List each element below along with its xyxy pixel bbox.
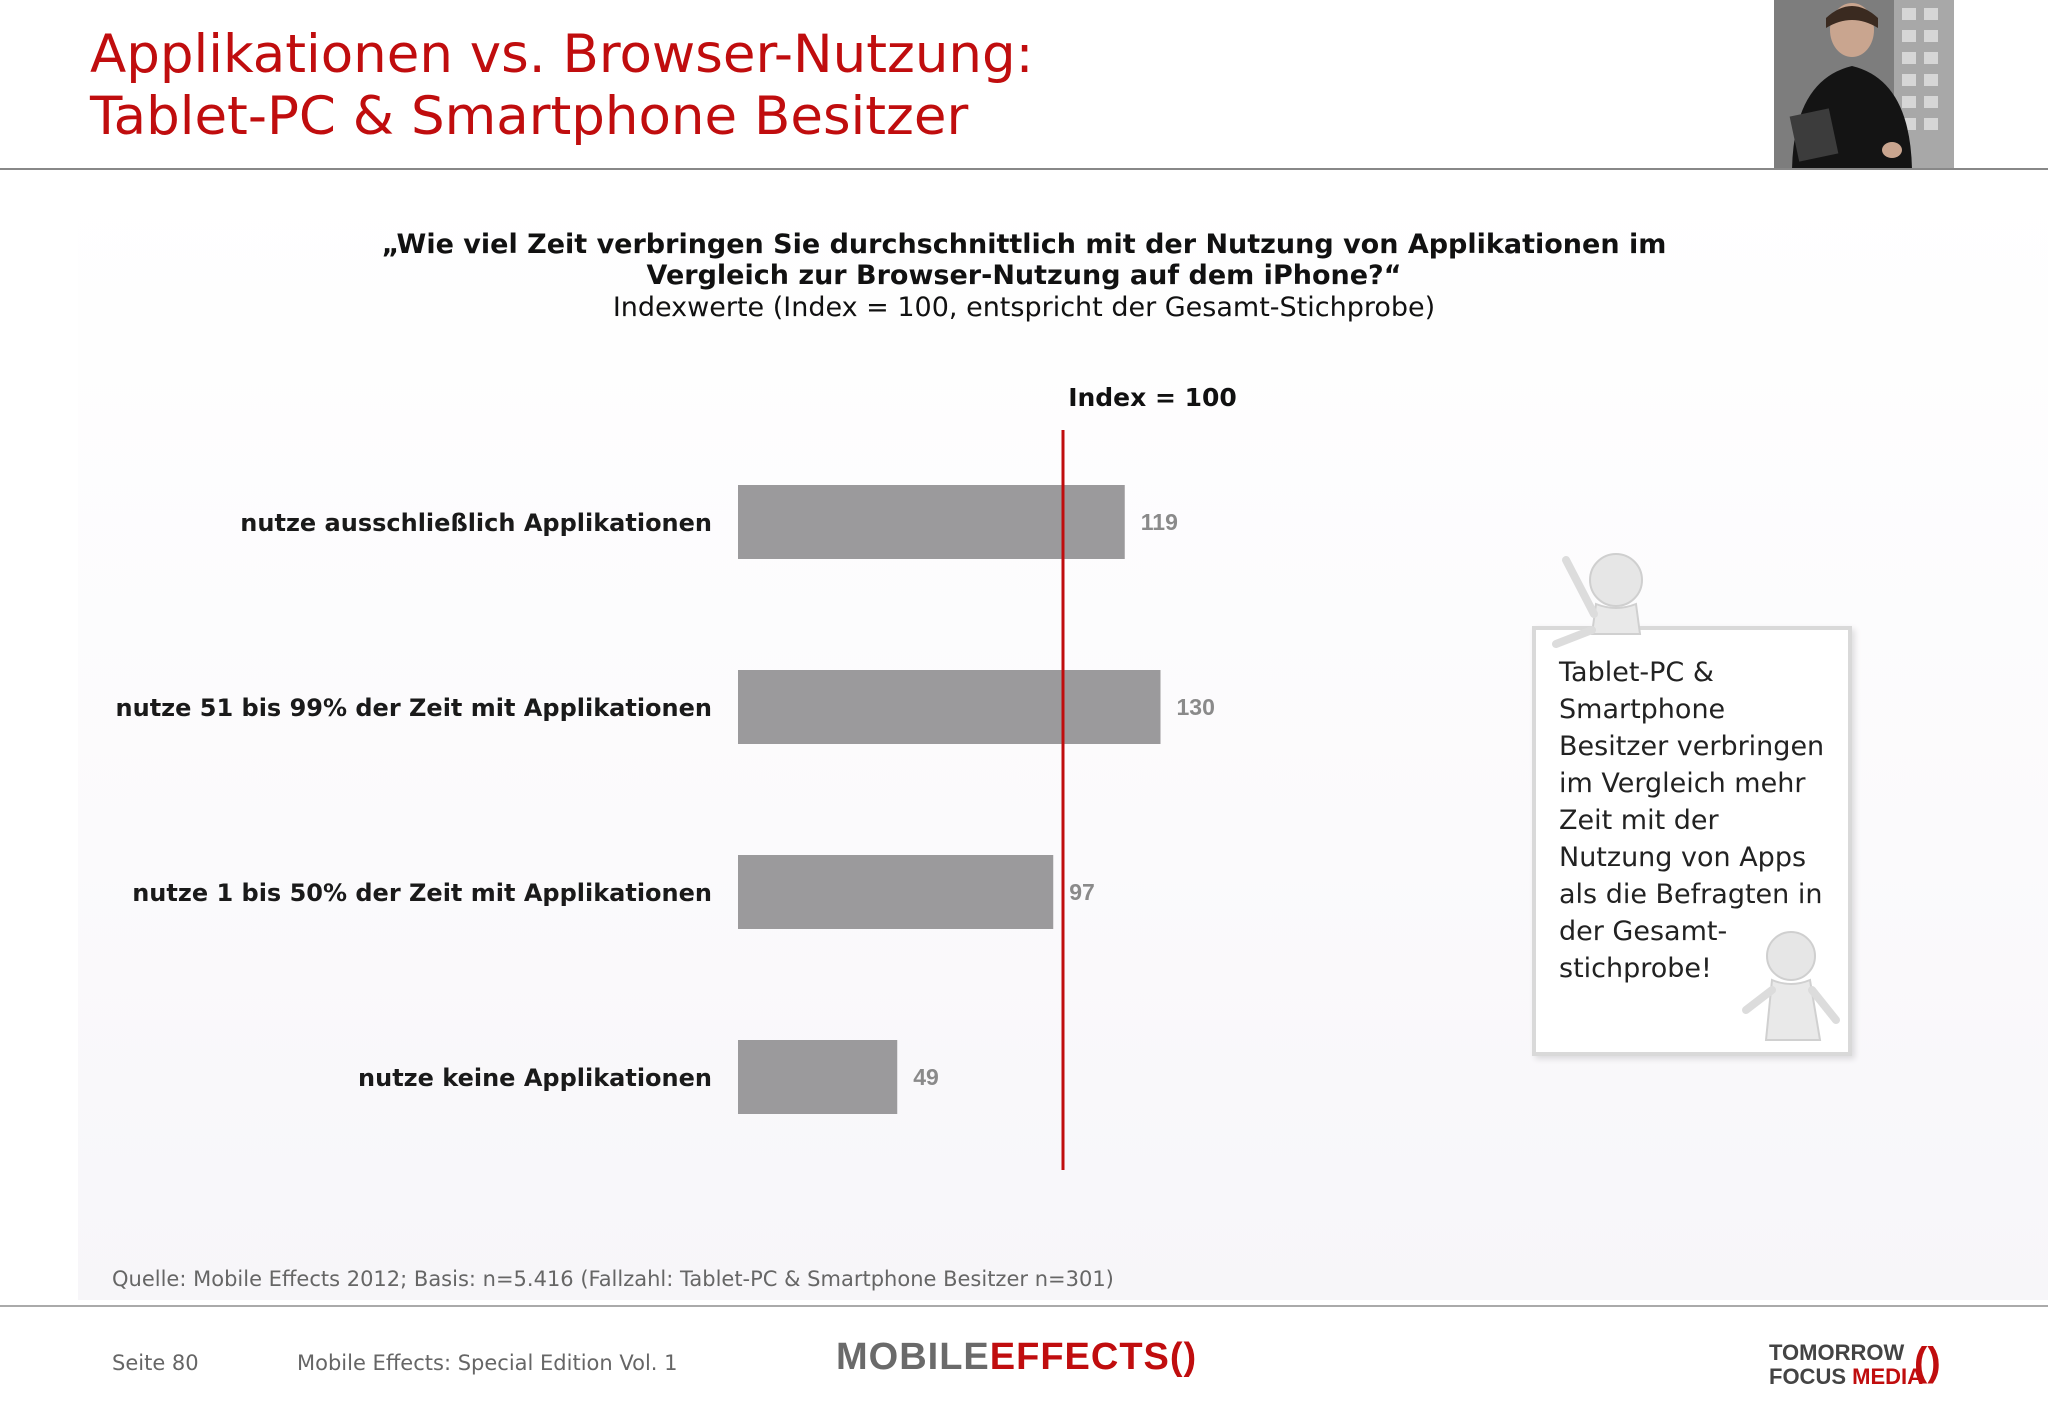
data-label: 119 (1141, 509, 1178, 535)
callout-line: der Gesamt- (1559, 916, 1728, 947)
callout-line: Tablet-PC & (1559, 657, 1714, 688)
category-label: nutze keine Applikationen (358, 1064, 712, 1092)
data-label: 49 (913, 1064, 939, 1090)
page-title-line-2: Tablet-PC & Smartphone Besitzer (90, 86, 969, 147)
bar (738, 670, 1161, 744)
callout-line: stichprobe! (1559, 953, 1712, 984)
header-photo (1774, 0, 1954, 169)
logo-effects-text: EFFECTS (989, 1336, 1170, 1378)
callout-line: als die Befragten in (1559, 879, 1823, 910)
callout-line: Nutzung von Apps (1559, 842, 1807, 873)
figure-illustration-icon (1552, 553, 1840, 1041)
callout-line: Besitzer verbringen (1559, 731, 1825, 762)
category-label: nutze ausschließlich Applikationen (240, 509, 712, 537)
logo-paren-text: () (1169, 1336, 1198, 1378)
footer-divider (0, 1305, 2048, 1307)
bar (738, 855, 1054, 929)
person-photo-icon (1774, 0, 1954, 169)
callout-box (1532, 553, 1852, 1056)
callout-line: Zeit mit der (1559, 805, 1719, 836)
logo2-line1: TOMORROW (1769, 1340, 1905, 1365)
page-title-line-1: Applikationen vs. Browser-Nutzung: (90, 24, 1034, 85)
data-label: 130 (1177, 694, 1215, 720)
callout-line: Smartphone (1559, 694, 1726, 725)
reference-line-label: Index = 100 (1068, 383, 1237, 412)
logo2-paren-icon: () (1914, 1340, 1941, 1384)
bottom-figure-icon (1742, 931, 1840, 1041)
top-figure-icon (1552, 553, 1643, 648)
category-label: nutze 51 bis 99% der Zeit mit Applikatio… (116, 694, 712, 722)
question-line-1: „Wie viel Zeit verbringen Sie durchschni… (381, 229, 1667, 260)
bar (738, 485, 1125, 559)
callout-text: Tablet-PC & Smartphone Besitzer verbring… (1559, 654, 1849, 987)
category-label: nutze 1 bis 50% der Zeit mit Applikation… (132, 879, 712, 907)
logo-mobile-text: MOBILE (836, 1336, 990, 1378)
bar (738, 1040, 898, 1114)
callout-line: im Vergleich mehr (1559, 768, 1806, 799)
chart-subtitle: Indexwerte (Index = 100, entspricht der … (612, 292, 1436, 323)
question-line-2: Vergleich zur Browser-Nutzung auf dem iP… (646, 260, 1402, 291)
page-number: Seite 80 (112, 1351, 199, 1375)
footer-title: Mobile Effects: Special Edition Vol. 1 (297, 1351, 678, 1375)
source-note: Quelle: Mobile Effects 2012; Basis: n=5.… (112, 1267, 1114, 1291)
data-label: 97 (1069, 879, 1095, 905)
header-divider (0, 168, 2048, 170)
logo2-focus: FOCUS (1769, 1364, 1846, 1389)
tomorrow-focus-media-logo: TOMORROW FOCUS MEDIA (1769, 1341, 1923, 1389)
logo2-media: MEDIA (1852, 1364, 1924, 1389)
mobile-effects-logo: MOBILEEFFECTS() (836, 1336, 1197, 1379)
